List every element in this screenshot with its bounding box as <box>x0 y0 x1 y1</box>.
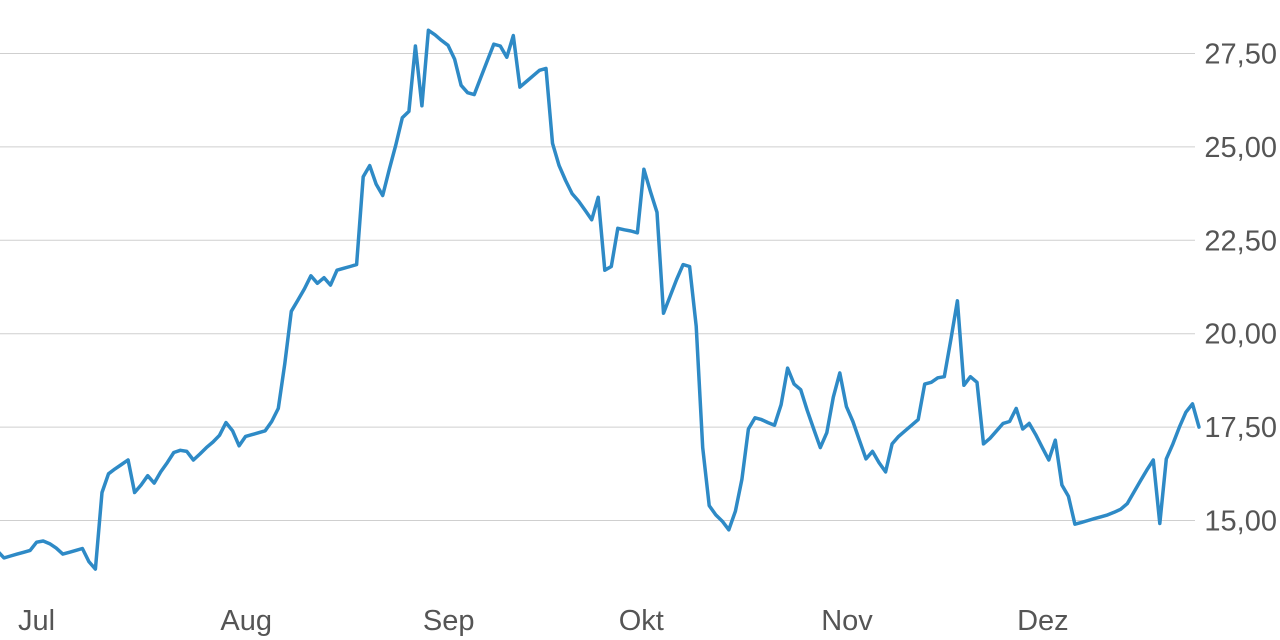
y-tick-label: 17,50 <box>1204 412 1277 444</box>
y-tick-label: 25,00 <box>1204 132 1277 164</box>
gridlines <box>0 53 1195 521</box>
series-layer <box>0 28 1201 571</box>
x-tick-label: Aug <box>220 605 272 637</box>
x-tick-label: Nov <box>821 605 873 637</box>
x-tick-label: Jul <box>18 605 55 637</box>
y-tick-label: 22,50 <box>1204 225 1277 257</box>
x-axis-ticks: Jul Aug Sep Okt Nov Dez <box>18 605 1069 637</box>
x-tick-label: Dez <box>1017 605 1069 637</box>
x-tick-label: Sep <box>423 605 475 637</box>
x-tick-label: Okt <box>619 605 664 637</box>
y-tick-label: 15,00 <box>1204 506 1277 538</box>
y-axis-ticks: 15,00 17,50 20,00 22,50 25,00 27,50 <box>1204 39 1277 538</box>
y-tick-label: 27,50 <box>1204 39 1277 71</box>
price-series-line <box>0 28 1201 571</box>
y-tick-label: 20,00 <box>1204 319 1277 351</box>
